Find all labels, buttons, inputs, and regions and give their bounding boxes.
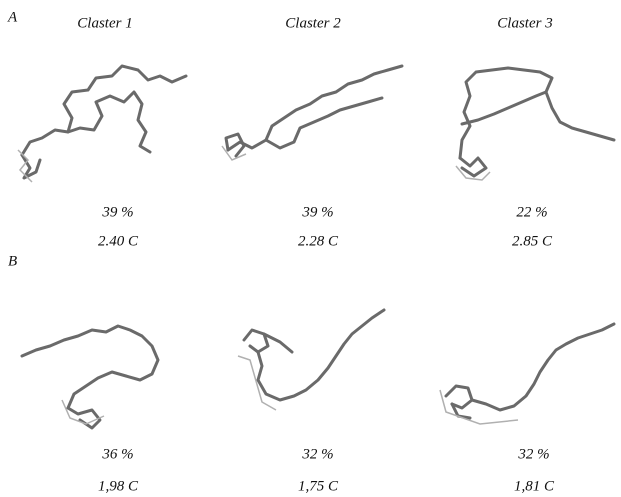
- cluster-energy: 1,75 C: [298, 478, 339, 494]
- cluster-title: Claster 3: [497, 15, 552, 31]
- molecule: [440, 324, 614, 424]
- cluster-title: Claster 1: [77, 15, 132, 31]
- molecule: [456, 68, 614, 180]
- panel-label: A: [7, 9, 18, 25]
- molecule: [18, 66, 186, 182]
- cluster-energy: 2.85 C: [512, 233, 553, 249]
- cluster-energy: 2.40 C: [98, 233, 139, 249]
- panel-label: B: [8, 253, 17, 269]
- cluster-energy: 1,81 C: [514, 478, 555, 494]
- cluster-title: Claster 2: [285, 15, 341, 31]
- molecule: [222, 66, 402, 160]
- cluster-share: 36 %: [101, 446, 133, 462]
- figure: A Claster 1 Claster 2 Claster 3 39 % 39 …: [0, 0, 621, 497]
- cluster-share: 32 %: [301, 446, 333, 462]
- cluster-energy: 1,98 C: [98, 478, 139, 494]
- molecule: [238, 310, 384, 410]
- cluster-share: 32 %: [517, 446, 549, 462]
- molecule: [22, 326, 158, 428]
- cluster-share: 39 %: [101, 204, 133, 220]
- cluster-energy: 2.28 C: [298, 233, 339, 249]
- cluster-share: 39 %: [301, 204, 333, 220]
- cluster-share: 22 %: [516, 204, 547, 220]
